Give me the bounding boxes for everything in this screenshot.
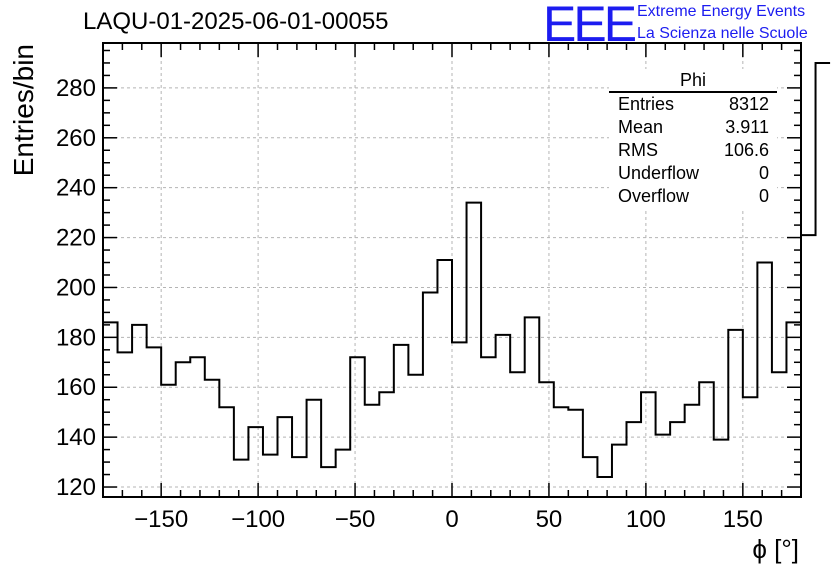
- histogram-bin: [786, 322, 801, 497]
- histogram-bin: [437, 260, 452, 497]
- histogram-bin: [656, 435, 671, 497]
- stats-value: 8312: [728, 94, 769, 114]
- x-tick-label: −100: [231, 506, 285, 533]
- histogram-bin: [641, 392, 656, 497]
- histogram-bin: [496, 335, 511, 497]
- histogram-bin: [554, 407, 569, 497]
- histogram-bin: [161, 385, 176, 497]
- x-axis-label: ϕ [°]: [752, 534, 799, 564]
- stats-key: Entries: [618, 94, 675, 114]
- histogram-bin: [568, 410, 583, 497]
- chart-title: LAQU-01-2025-06-01-00055: [83, 8, 389, 35]
- stats-value: 3.911: [725, 117, 769, 137]
- stats-box: Phi Entries 8312 Mean 3.911 RMS 106.6 Un…: [609, 69, 777, 208]
- y-axis-label: Entries/bin: [8, 44, 39, 176]
- histogram-bin: [685, 405, 700, 497]
- stats-key: Overflow: [618, 186, 690, 206]
- histogram-bin: [336, 450, 351, 497]
- histogram-bin: [408, 375, 423, 497]
- histogram-bin: [103, 322, 118, 497]
- histogram-bin: [292, 457, 307, 497]
- histogram-line: [103, 61, 831, 479]
- histogram-bin: [190, 357, 205, 497]
- stats-row-rms: RMS 106.6: [609, 139, 777, 162]
- histogram-bin: [423, 292, 438, 497]
- stats-key: RMS: [618, 140, 658, 160]
- histogram-bin: [234, 460, 249, 497]
- histogram-bin: [219, 407, 234, 497]
- histogram-bin: [510, 372, 525, 497]
- y-tick-label: 240: [56, 175, 96, 202]
- stats-row-underflow: Underflow 0: [609, 162, 777, 185]
- histogram-bin: [801, 235, 816, 497]
- stats-key: Mean: [618, 117, 664, 137]
- x-tick-label: 150: [723, 506, 763, 533]
- histogram-bin: [278, 417, 293, 497]
- x-tick-label: −150: [134, 506, 188, 533]
- logo-line-1: Extreme Energy Events: [637, 3, 806, 20]
- histogram-bin: [597, 477, 612, 497]
- histogram-bin: [263, 455, 278, 497]
- histogram-bin: [379, 392, 394, 497]
- histogram-bin: [248, 427, 263, 497]
- stats-row-overflow: Overflow 0: [609, 185, 777, 208]
- stats-value: 0: [758, 186, 769, 206]
- y-tick-label: 140: [56, 424, 96, 451]
- histogram-bin: [670, 422, 685, 497]
- histogram-bin: [350, 357, 365, 497]
- stats-row-entries: Entries 8312: [609, 93, 777, 116]
- histogram-bin: [583, 457, 598, 497]
- x-tick-label: −50: [335, 506, 376, 533]
- y-tick-label: 180: [56, 324, 96, 351]
- histogram-bin: [728, 330, 743, 497]
- histogram-bin: [481, 357, 496, 497]
- histogram-bin: [176, 362, 191, 497]
- y-tick-label: 200: [56, 274, 96, 301]
- histogram-bin: [699, 382, 714, 497]
- x-tick-label: 100: [626, 506, 666, 533]
- eee-logo: EEE: [543, 0, 637, 52]
- histogram-bin: [757, 263, 772, 497]
- histogram-bin: [394, 345, 409, 497]
- histogram-bin: [525, 317, 540, 497]
- stats-key: Underflow: [618, 163, 700, 183]
- y-tick-label: 160: [56, 374, 96, 401]
- stats-box-title: Phi: [609, 69, 777, 93]
- histogram-bin: [627, 422, 642, 497]
- histogram-bin: [147, 347, 162, 497]
- stats-value: 106.6: [723, 140, 769, 160]
- x-tick-label: 0: [445, 506, 458, 533]
- histogram-bin: [205, 380, 220, 497]
- x-tick-label: 50: [536, 506, 563, 533]
- histogram-bin: [307, 400, 322, 497]
- y-tick-label: 220: [56, 225, 96, 252]
- y-tick-label: 120: [56, 474, 96, 501]
- stats-value: 0: [758, 163, 769, 183]
- y-tick-label: 260: [56, 125, 96, 152]
- y-tick-label: 280: [56, 75, 96, 102]
- histogram-bin: [321, 467, 336, 497]
- stats-row-mean: Mean 3.911: [609, 116, 777, 139]
- histogram-bin: [365, 405, 380, 497]
- histogram-bin: [743, 397, 758, 497]
- histogram-bin: [816, 63, 831, 497]
- histogram-bin: [132, 325, 147, 497]
- histogram-bin: [612, 445, 627, 497]
- histogram-bin: [714, 440, 729, 497]
- histogram-bin: [772, 372, 787, 497]
- logo-line-2: La Scienza nelle Scuole: [637, 25, 808, 42]
- histogram-bin: [118, 352, 133, 497]
- histogram-bin: [452, 342, 467, 497]
- histogram-bin: [539, 382, 554, 497]
- histogram-bin: [467, 203, 482, 497]
